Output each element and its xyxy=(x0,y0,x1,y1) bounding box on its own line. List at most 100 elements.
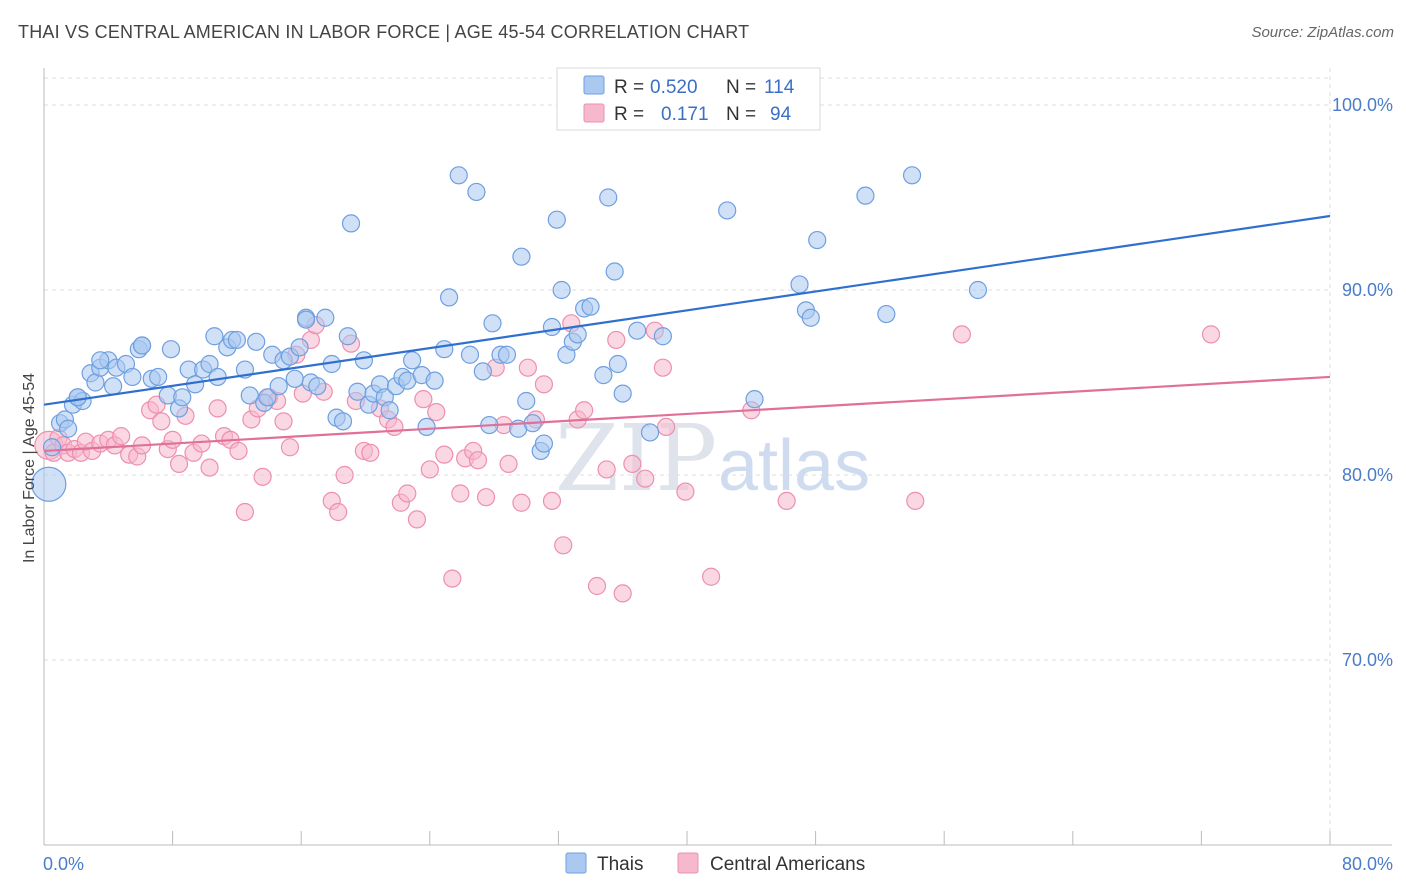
trend-lines xyxy=(43,214,1331,453)
thai-point xyxy=(354,351,373,370)
ca-point xyxy=(235,502,255,522)
thai-point xyxy=(161,340,181,359)
ca-point xyxy=(200,458,219,477)
x-tick-label-min: 0.0% xyxy=(43,854,84,874)
ca-point xyxy=(499,454,518,473)
x-tick-label-max: 80.0% xyxy=(1342,854,1393,874)
ca-point xyxy=(587,576,607,596)
ca-point xyxy=(702,567,721,586)
thai-point xyxy=(599,188,618,207)
thai-point xyxy=(31,466,67,502)
thai-point xyxy=(205,327,224,346)
y-axis-label: In Labor Force | Age 45-54 xyxy=(21,373,38,563)
thai-point xyxy=(439,288,459,307)
legend-n-value-1: 114 xyxy=(764,77,795,98)
thai-point xyxy=(653,327,672,346)
thai-point xyxy=(285,369,304,388)
thai-point xyxy=(247,332,266,351)
watermark: ZIP atlas xyxy=(555,405,870,512)
thai-point xyxy=(613,384,632,403)
ca-point xyxy=(169,454,189,473)
series-legend-thais: Thais xyxy=(597,854,643,875)
ca-point xyxy=(427,403,446,422)
central-americans-trend-line xyxy=(43,375,1331,453)
thai-point xyxy=(473,362,492,381)
thai-point xyxy=(718,201,737,220)
thai-point xyxy=(745,390,764,409)
y-tick-label-100: 100.0% xyxy=(1332,95,1393,115)
ca-point xyxy=(451,484,470,503)
ca-point xyxy=(335,465,354,485)
legend-swatch-thais xyxy=(583,75,605,95)
thai-point xyxy=(608,354,627,374)
legend-n-value-2: 94 xyxy=(770,104,792,125)
thai-point xyxy=(968,280,988,300)
ca-point xyxy=(274,412,293,431)
thai-point xyxy=(435,340,454,359)
thai-point xyxy=(240,386,259,405)
ca-point xyxy=(443,569,462,588)
ca-point xyxy=(229,441,248,461)
thais-trend-line xyxy=(43,214,1331,406)
ca-point xyxy=(777,491,796,510)
thai-point xyxy=(59,419,78,438)
chart-title: THAI VS CENTRAL AMERICAN IN LABOR FORCE … xyxy=(18,22,750,42)
thai-point xyxy=(467,182,486,202)
ca-point xyxy=(420,460,439,479)
ca-point xyxy=(280,438,300,457)
ca-point xyxy=(906,491,925,510)
series-legend-central-americans: Central Americans xyxy=(710,854,865,875)
ca-point xyxy=(253,467,272,486)
ca-point xyxy=(554,536,573,555)
ca-point xyxy=(575,401,594,420)
thai-point xyxy=(417,417,436,436)
ca-point xyxy=(952,325,971,344)
thai-point xyxy=(91,351,110,370)
thai-point xyxy=(425,371,444,390)
thai-point xyxy=(290,338,309,357)
ca-point xyxy=(361,443,380,462)
ca-point xyxy=(676,482,695,501)
thai-point xyxy=(269,377,288,396)
series-legend-swatch-central-americans xyxy=(677,852,699,874)
y-tick-label-80: 80.0% xyxy=(1342,465,1393,485)
thai-point xyxy=(227,330,246,350)
thai-point xyxy=(534,434,554,453)
thai-point xyxy=(801,308,820,327)
thai-point xyxy=(568,325,587,344)
ca-point xyxy=(152,412,171,431)
thai-point xyxy=(640,423,660,442)
series-legend-swatch-thais xyxy=(565,852,587,874)
thai-point xyxy=(296,310,316,329)
thai-point xyxy=(902,166,922,185)
thai-point xyxy=(42,438,62,457)
thai-point xyxy=(877,304,896,324)
ca-point xyxy=(657,417,676,436)
ca-point xyxy=(607,330,626,350)
chart-source: Source: ZipAtlas.com xyxy=(1251,24,1394,41)
watermark-atlas: atlas xyxy=(718,426,870,506)
ca-point xyxy=(623,454,642,473)
thai-point xyxy=(856,186,875,205)
series-legend: Thais Central Americans xyxy=(565,852,865,875)
ca-point xyxy=(329,502,348,522)
thai-point xyxy=(208,367,227,387)
thai-point xyxy=(460,345,480,364)
thai-point xyxy=(333,412,353,431)
y-tick-label-70: 70.0% xyxy=(1342,650,1393,670)
thai-point xyxy=(173,388,192,407)
ca-point xyxy=(534,375,554,394)
thai-point xyxy=(594,366,613,385)
thai-point xyxy=(132,336,152,355)
tick-labels: 70.0% 80.0% 90.0% 100.0% 0.0% 80.0% xyxy=(43,95,1393,874)
ca-point xyxy=(476,488,496,507)
thai-point xyxy=(497,345,517,364)
ca-point xyxy=(653,358,672,377)
ca-point xyxy=(512,493,531,512)
thai-point xyxy=(628,321,647,340)
thai-point xyxy=(123,367,142,387)
thai-point xyxy=(258,388,277,407)
thai-point xyxy=(308,377,327,396)
thai-point xyxy=(200,354,219,374)
